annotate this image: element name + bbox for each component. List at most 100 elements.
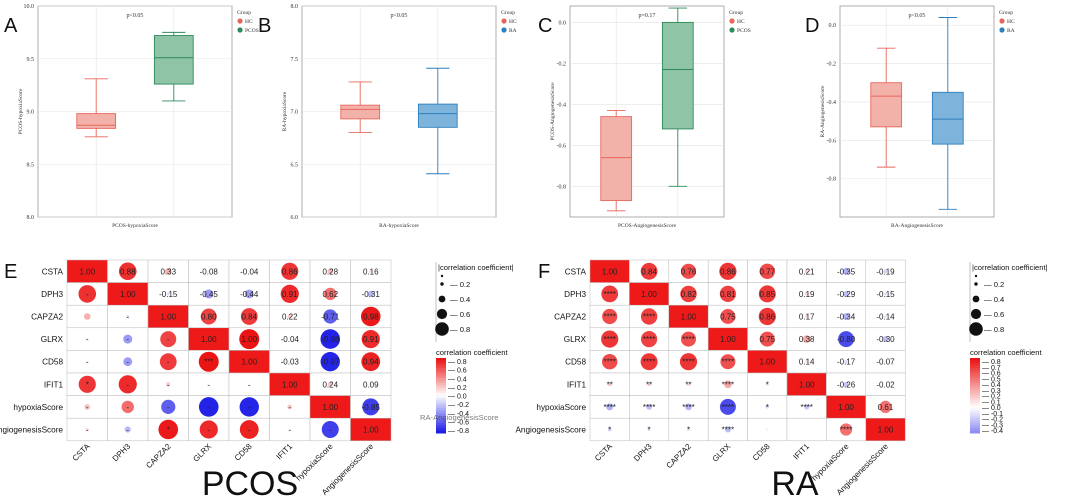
corr-significance: **** — [682, 403, 694, 412]
corr-cell: 0.38 — [786, 327, 827, 351]
corr-circle — [840, 423, 853, 436]
colorbar-segment — [436, 375, 446, 379]
boxplot-panel-C: C -0.8 -0.6 -0.4 -0.2 0.0 p=0.17 PCOS-Angiogene… — [538, 5, 751, 229]
corr-significance: - — [86, 358, 89, 367]
corr-cell: -0.08 — [188, 259, 230, 283]
corr-cell: **** — [668, 395, 709, 419]
corr-significance: **** — [722, 358, 734, 367]
corr-significance: - — [86, 335, 89, 344]
corr-value: -0.35 — [837, 267, 856, 276]
diagonal-value: 1.00 — [838, 403, 854, 412]
corr-cell: 0.28 — [309, 259, 351, 283]
colorbar-segment — [970, 373, 980, 376]
corr-cell: 1.00 — [188, 327, 230, 351]
corr-circle — [121, 400, 134, 414]
diagonal-value: 1.00 — [120, 290, 136, 299]
boxplot-panel-B: B 6.0 6.5 7.0 7.5 8.0 p<0.05 RA-hypoxiaScore RA-… — [258, 4, 517, 229]
corr-circle — [207, 270, 210, 273]
corr-cell: - — [188, 417, 230, 442]
corr-circle — [123, 334, 133, 344]
colorbar-segment — [436, 410, 446, 414]
y-tick-label: -0.6 — [827, 138, 837, 144]
box-PCOS — [661, 7, 694, 187]
corr-cell: -0.97 — [309, 350, 351, 374]
corr-significance: **** — [603, 290, 615, 299]
box-body — [340, 104, 381, 120]
corr-circle — [124, 426, 131, 433]
corr-cell: - — [309, 417, 351, 442]
colorbar-segment — [970, 358, 980, 361]
row-label: CD58 — [565, 358, 586, 367]
corr-cell: -0.02 — [865, 372, 906, 396]
colorbar-segment — [436, 380, 446, 384]
corr-circle — [720, 354, 736, 370]
corr-value: 0.85 — [760, 290, 776, 299]
corr-cell: -0.85 — [350, 395, 392, 419]
corr-value: 0.82 — [681, 290, 697, 299]
colorbar-label: — -0.4 — [448, 411, 469, 418]
corr-cell: 0.88 — [107, 259, 149, 283]
corr-cell: -0.34 — [826, 304, 867, 329]
corr-cell: 0.17 — [786, 304, 827, 329]
diagonal-value: 1.00 — [363, 426, 379, 435]
colorbar-label: — 0.2 — [448, 385, 467, 392]
colorbar-segment — [436, 393, 446, 396]
corr-circle — [199, 420, 218, 439]
corr-circle — [758, 285, 776, 303]
x-axis-label: RA-hypoxiaScore — [379, 223, 419, 229]
corr-value: 0.86 — [760, 313, 776, 322]
corr-significance: **** — [643, 358, 655, 367]
col-label: GLRX — [191, 441, 213, 463]
corr-cell: **** — [589, 350, 630, 374]
corr-cell: **** — [589, 395, 630, 419]
y-tick-label: -0.2 — [827, 62, 837, 68]
corr-significance: - — [126, 426, 129, 435]
size-legend-label: — 0.2 — [984, 280, 1004, 289]
y-tick-label: 0.0 — [559, 20, 567, 26]
corr-significance: * — [86, 380, 89, 389]
corr-cell: * — [147, 417, 189, 442]
legend-swatch — [501, 18, 507, 24]
corr-significance: - — [207, 426, 210, 435]
corr-value: 0.33 — [160, 267, 176, 276]
corr-circle — [84, 404, 91, 410]
row-label: AngiogenesisScore — [515, 426, 586, 435]
colorbar-segment — [970, 378, 980, 381]
corr-circle — [641, 331, 658, 348]
corr-significance: - — [248, 426, 251, 435]
diagonal-value: 1.00 — [681, 313, 697, 322]
box-RA — [417, 67, 458, 175]
corr-significance: ** — [607, 380, 613, 389]
corr-significance: - — [126, 335, 129, 344]
corr-significance: - — [207, 380, 210, 389]
colorbar-segment — [436, 413, 446, 416]
corr-cell: **** — [589, 327, 630, 351]
corr-circle — [640, 353, 658, 371]
size-legend-dot — [969, 322, 983, 336]
corr-circle — [288, 337, 291, 341]
corr-cell: 0.86 — [269, 259, 311, 283]
diagonal-value: 1.00 — [322, 403, 338, 412]
corr-cell: -0.15 — [865, 282, 906, 306]
corr-significance: * — [167, 426, 170, 435]
corr-cell: 0.91 — [269, 282, 311, 306]
corr-cell: - — [147, 372, 189, 396]
colorbar-segment — [970, 360, 980, 364]
corr-significance: * — [687, 426, 690, 435]
size-legend-label: — 0.4 — [984, 295, 1004, 304]
corr-cell: 0.85 — [747, 282, 788, 306]
corr-cell: -0.29 — [826, 282, 867, 306]
corr-circle — [244, 289, 254, 299]
corr-cell: 0.86 — [747, 304, 788, 329]
corr-cell: - — [107, 304, 149, 329]
corr-cell: 1.00 — [747, 350, 788, 374]
corr-cell: 0.24 — [309, 372, 351, 396]
panel-title: RA — [771, 465, 819, 502]
corr-value: -0.97 — [321, 358, 340, 367]
corr-cell: -0.31 — [350, 282, 392, 306]
corr-significance: **** — [603, 403, 615, 412]
legend: Group HC RA — [999, 10, 1015, 34]
corr-cell: 0.84 — [228, 304, 270, 329]
col-label: CD58 — [751, 441, 772, 462]
corr-value: -0.34 — [837, 313, 856, 322]
